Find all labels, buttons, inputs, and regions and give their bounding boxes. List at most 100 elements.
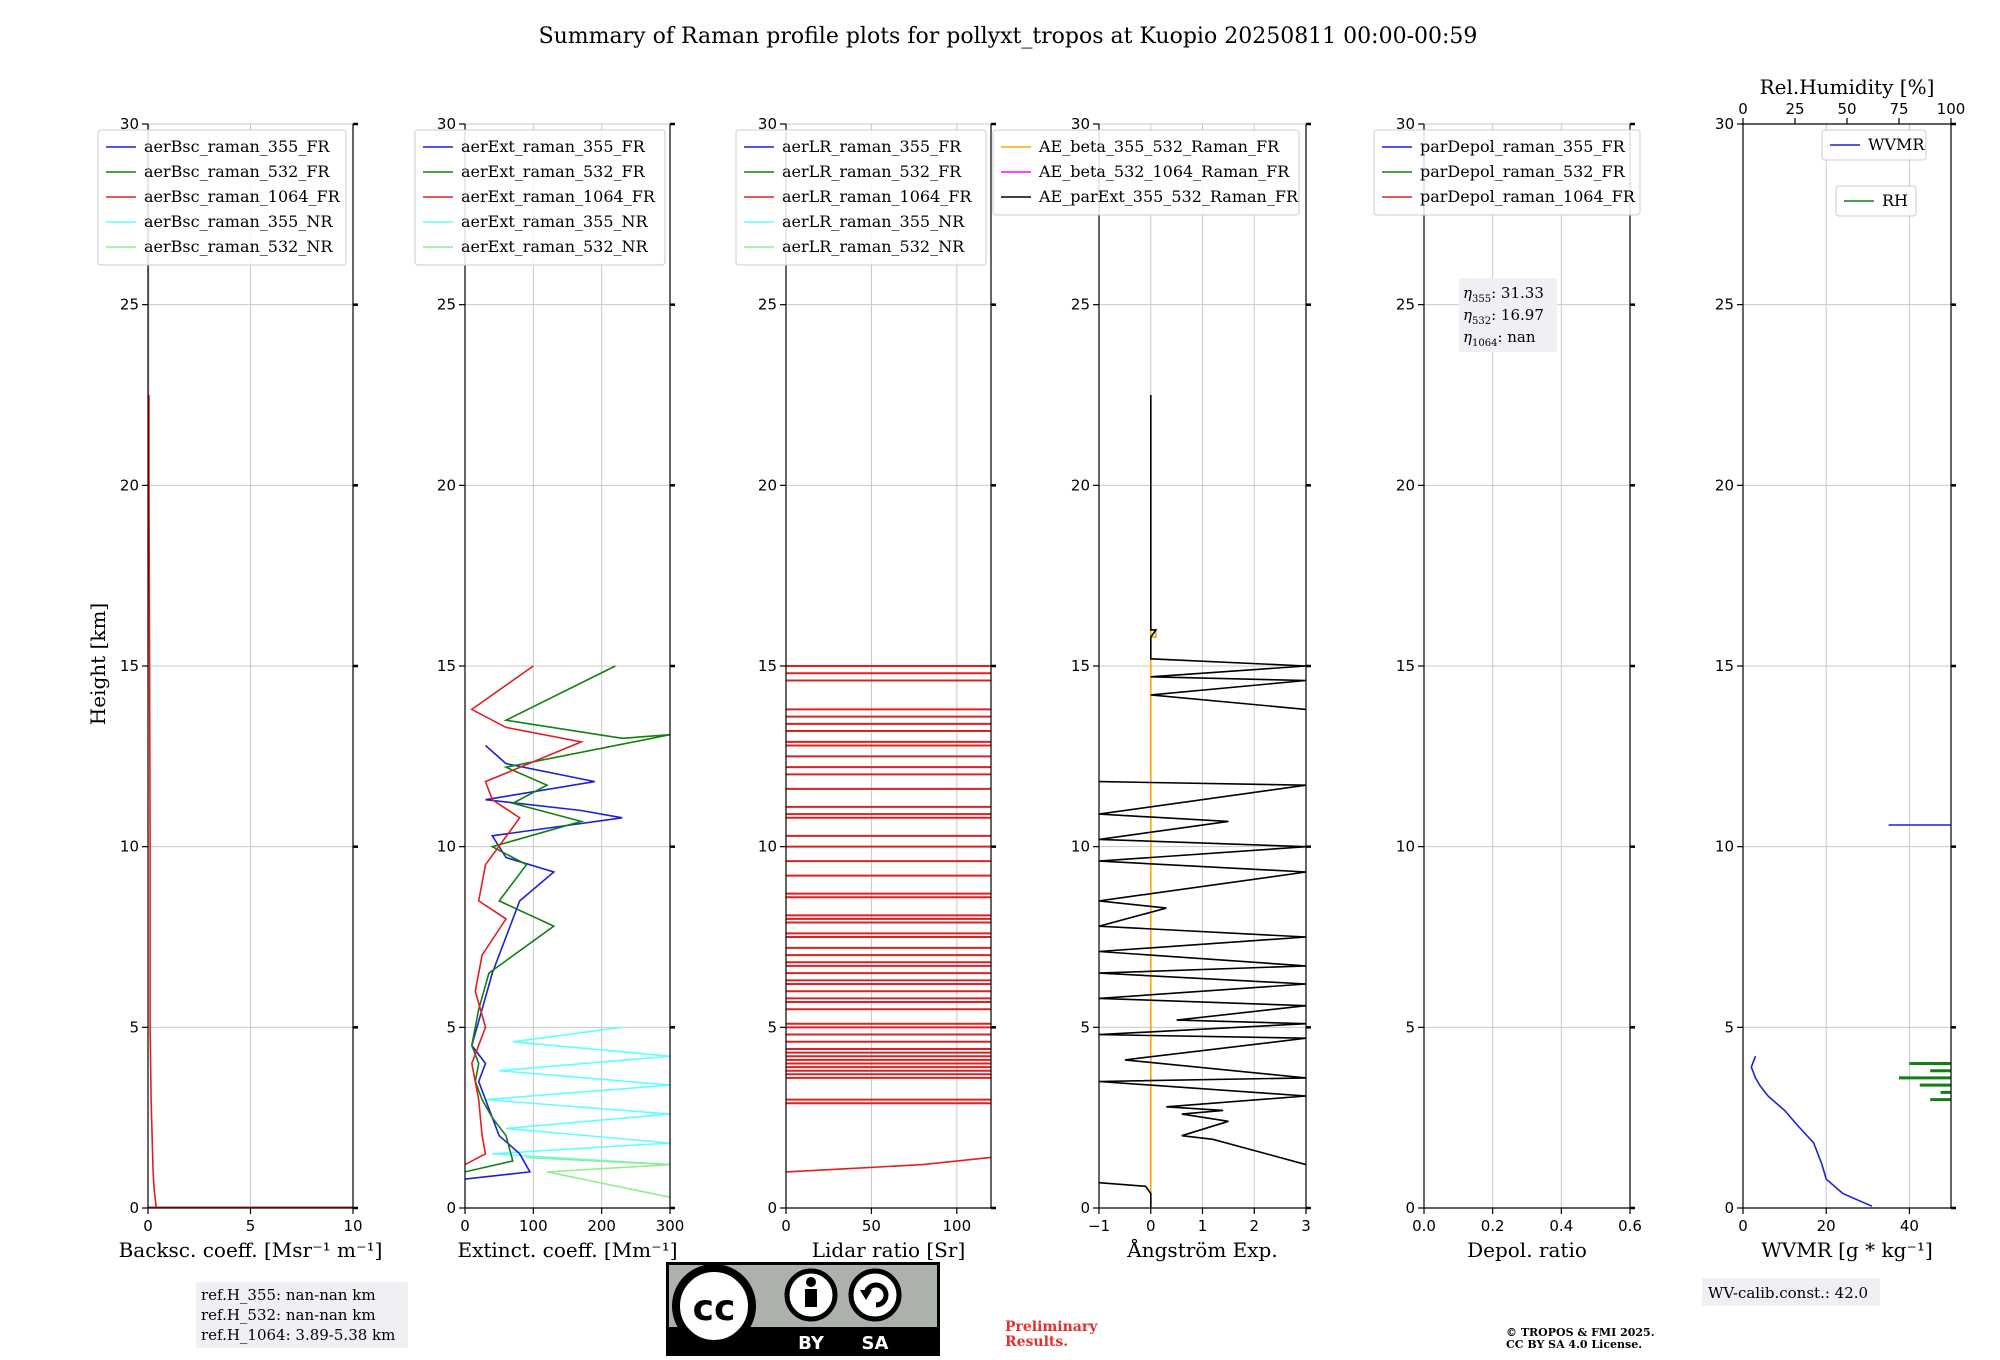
series-aerLR_raman_1064_FR <box>786 1156 991 1173</box>
legend-label: aerLR_raman_355_FR <box>782 137 962 156</box>
by-label: BY <box>798 1333 825 1354</box>
panel-lr: 0 5 10 15 20 25 30 0 50 100 Lidar ratio [Sr] aerLR_… <box>735 115 996 1262</box>
cc-license-badge[interactable]: cc BY SA <box>666 1262 940 1356</box>
series-WVMR <box>1750 1055 1873 1207</box>
y-tick-label: 0 <box>1724 1199 1734 1217</box>
cc-logo-icon <box>672 1264 756 1348</box>
x-tick-label: 0.2 <box>1481 1217 1505 1235</box>
wv-calib-text: WV-calib.const.: 42.0 <box>1708 1284 1868 1302</box>
y-tick-label: 5 <box>446 1018 456 1036</box>
legend-label: RH <box>1882 191 1908 210</box>
legend-label: AE_parExt_355_532_Raman_FR <box>1038 187 1299 206</box>
x-tick-label: 200 <box>587 1217 616 1235</box>
x-tick-label: 0 <box>781 1217 791 1235</box>
x-tick-label: 40 <box>1900 1217 1919 1235</box>
legend-label: WVMR <box>1868 135 1925 154</box>
x-tick-label: 300 <box>656 1217 685 1235</box>
y-tick-label: 10 <box>1071 838 1090 856</box>
legend-label: aerLR_raman_355_NR <box>782 212 965 231</box>
y-tick-label: 5 <box>767 1018 777 1036</box>
y-tick-label: 25 <box>1071 296 1090 314</box>
series-aerExt_raman_355_NR <box>485 1026 670 1166</box>
x-axis-label: Backsc. coeff. [Msr⁻¹ m⁻¹] <box>119 1238 383 1262</box>
attribution-icon-head <box>806 1277 816 1287</box>
y-tick-label: 30 <box>758 115 777 133</box>
legend-ext: aerExt_raman_355_FR aerExt_raman_532_FRae… <box>414 129 666 266</box>
legend-box <box>992 129 1300 216</box>
x-tick-label: 2 <box>1249 1217 1259 1235</box>
sa-label: SA <box>862 1333 889 1354</box>
legend-box <box>97 129 347 266</box>
refH-532: ref.H_532: nan-nan km <box>201 1306 376 1324</box>
y-tick-label: 30 <box>1396 115 1415 133</box>
attribution-icon-body <box>805 1289 817 1307</box>
legend-label: aerBsc_raman_355_NR <box>144 212 333 231</box>
copyright-line2: CC BY SA 4.0 License. <box>1506 1338 1642 1351</box>
legend-label: aerExt_raman_355_FR <box>461 137 646 156</box>
y-tick-label: 10 <box>1715 838 1734 856</box>
series-aerExt_raman_1064_FR <box>465 665 584 1166</box>
x-axis-label: Depol. ratio <box>1467 1238 1587 1262</box>
eta-1064: η1064: nan <box>1463 328 1536 349</box>
legend-box <box>1373 129 1641 216</box>
x-tick-label: 0.0 <box>1412 1217 1436 1235</box>
legend-label: AE_beta_532_1064_Raman_FR <box>1038 162 1290 181</box>
wv-calib-bg <box>1702 1278 1880 1306</box>
y-tick-label: 5 <box>1405 1018 1415 1036</box>
share-alike-arrowhead <box>860 1290 872 1300</box>
copyright-line1: © TROPOS & FMI 2025. <box>1506 1326 1655 1339</box>
legend-label: aerExt_raman_1064_FR <box>461 187 656 206</box>
y-tick-label: 15 <box>1396 657 1415 675</box>
legend-dep: parDepol_raman_355_FR parDepol_raman_532_… <box>1373 129 1641 216</box>
figure-title: Summary of Raman profile plots for polly… <box>539 24 1478 49</box>
top-tick-label: 25 <box>1785 100 1804 118</box>
legend-label: aerLR_raman_532_NR <box>782 237 965 256</box>
y-tick-label: 15 <box>758 657 777 675</box>
y-tick-label: 25 <box>120 296 139 314</box>
top-tick-label: 75 <box>1889 100 1908 118</box>
preliminary-line1: Preliminary <box>1005 1319 1098 1335</box>
data-ext <box>465 665 670 1198</box>
y-tick-label: 0 <box>129 1199 139 1217</box>
x-tick-label: 100 <box>519 1217 548 1235</box>
y-tick-label: 25 <box>758 296 777 314</box>
legend-box <box>1835 185 1917 217</box>
top-tick-label: 0 <box>1738 100 1748 118</box>
wv-calib-box: WV-calib.const.: 42.0 <box>1702 1278 1880 1306</box>
legend-ae: AE_beta_355_532_Raman_FR AE_beta_532_1064… <box>992 129 1300 216</box>
y-tick-label: 15 <box>1715 657 1734 675</box>
top-tick-label: 50 <box>1837 100 1856 118</box>
y-tick-label: 30 <box>437 115 456 133</box>
y-tick-label: 20 <box>758 476 777 494</box>
legend-lr: aerLR_raman_355_FR aerLR_raman_532_FR aerL… <box>735 129 987 266</box>
legend-label: aerBsc_raman_532_FR <box>144 162 330 181</box>
y-tick-label: 10 <box>437 838 456 856</box>
series-aerExt_raman_355_FR <box>465 744 623 1180</box>
y-tick-label: 5 <box>129 1018 139 1036</box>
eta-box <box>1459 278 1557 352</box>
x-axis-label: Ångström Exp. <box>1126 1237 1277 1262</box>
reference-height-box-bg <box>196 1282 408 1348</box>
x-tick-label: 0 <box>143 1217 153 1235</box>
x-tick-label: 0 <box>460 1217 470 1235</box>
share-alike-icon <box>848 1268 902 1322</box>
legend-label: aerBsc_raman_1064_FR <box>144 187 341 206</box>
series-AE_beta_355_532_Raman_FR <box>1150 629 1157 1208</box>
y-tick-label: 0 <box>1080 1199 1090 1217</box>
x-tick-label: 5 <box>246 1217 256 1235</box>
y-tick-label: 20 <box>1715 476 1734 494</box>
legend-box <box>735 129 987 266</box>
legend-WVMR: WVMR <box>1821 129 1927 161</box>
legend-label: parDepol_raman_1064_FR <box>1420 187 1636 206</box>
y-tick-label: 15 <box>120 657 139 675</box>
x-tick-label: 50 <box>862 1217 881 1235</box>
legend-label: aerBsc_raman_532_NR <box>144 237 333 256</box>
legend-label: parDepol_raman_532_FR <box>1420 162 1626 181</box>
x-tick-label: 10 <box>343 1217 362 1235</box>
cc-logo-text: cc <box>693 1288 736 1329</box>
y-tick-label: 30 <box>1071 115 1090 133</box>
